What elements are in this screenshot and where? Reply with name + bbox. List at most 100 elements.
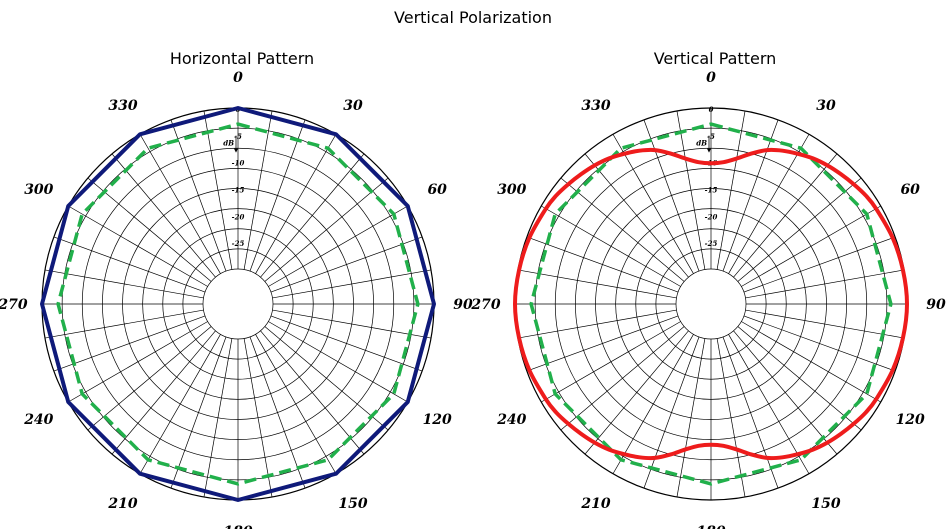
grid-ring — [675, 268, 747, 340]
grid-spoke — [560, 177, 685, 282]
radial-tick-label: -20 — [232, 212, 245, 221]
grid-spoke — [260, 153, 365, 278]
horizontal-pattern-title: Horizontal Pattern — [169, 49, 315, 68]
radial-unit-arrowhead — [234, 148, 238, 153]
grid-spoke — [716, 338, 746, 498]
grid-spoke — [526, 315, 679, 372]
angle-axis: 0 30 60 90 120 150 180 210 240 270 300 330 — [470, 70, 946, 529]
angle-tick-label: 30 — [343, 98, 363, 114]
pattern-series-line — [513, 147, 909, 461]
grid-ring — [202, 268, 274, 340]
grid-spoke — [53, 315, 206, 372]
angle-tick-label: 270 — [0, 297, 28, 313]
grid-spoke — [249, 336, 306, 489]
grid-spoke — [264, 177, 389, 282]
radial-unit-arrowhead — [707, 148, 711, 153]
grid-spoke — [203, 338, 233, 498]
radial-tick-label: -10 — [232, 159, 245, 168]
angle-tick-label: 150 — [811, 496, 840, 512]
angle-tick-label: 300 — [497, 182, 526, 198]
angle-tick-label: 0 — [233, 70, 243, 86]
angle-tick-label: 210 — [580, 496, 610, 512]
grid-spoke — [249, 119, 306, 272]
grid-spoke — [676, 110, 706, 270]
grid-spoke — [243, 110, 273, 270]
angle-tick-label: 300 — [24, 182, 53, 198]
radial-tick-label: -15 — [705, 186, 718, 195]
grid-spoke — [728, 334, 810, 474]
grid-spoke — [560, 326, 685, 431]
grid-spoke — [716, 110, 746, 270]
pattern-series-line — [40, 106, 436, 502]
angle-axis: 0 30 60 90 120 150 180 210 240 270 300 330 — [0, 70, 473, 529]
grid-spoke — [270, 236, 423, 293]
grid-spoke — [243, 338, 273, 498]
radial-tick-label: -20 — [705, 212, 718, 221]
grid-spoke — [87, 177, 212, 282]
grid-spoke — [255, 334, 337, 474]
grid-spoke — [722, 336, 779, 489]
reference-series-line — [529, 122, 893, 486]
grid-spoke — [643, 119, 700, 272]
grid-spoke — [741, 205, 881, 287]
grid-spoke — [517, 269, 677, 299]
radial-tick-label: -25 — [232, 239, 245, 248]
grid-spoke — [728, 134, 810, 274]
grid-spoke — [733, 153, 838, 278]
radial-tick-label: -15 — [232, 186, 245, 195]
grid-spoke — [737, 177, 862, 282]
angle-tick-label: 60 — [900, 182, 920, 198]
grid-spoke — [255, 134, 337, 274]
angle-tick-label: 120 — [896, 412, 925, 428]
angle-tick-label: 60 — [427, 182, 447, 198]
grid-spoke — [264, 326, 389, 431]
radial-tick-label: -25 — [705, 239, 718, 248]
radial-unit-label: dB — [696, 139, 707, 148]
grid-spoke — [733, 330, 838, 455]
angle-tick-label: 270 — [470, 297, 500, 313]
polar-grid — [514, 107, 908, 501]
grid-spoke — [68, 321, 208, 403]
grid-spoke — [87, 326, 212, 431]
reference-series-line — [56, 122, 420, 486]
grid-spoke — [44, 269, 204, 299]
grid-spoke — [68, 205, 208, 287]
grid-spoke — [743, 236, 896, 293]
grid-spoke — [44, 309, 204, 339]
grid-spoke — [612, 134, 694, 274]
grid-spoke — [170, 119, 227, 272]
grid-spoke — [272, 309, 432, 339]
grid-spoke — [584, 153, 689, 278]
radial-tick-label: 0 — [709, 105, 714, 114]
angle-tick-label: 30 — [816, 98, 836, 114]
angle-tick-label: 180 — [223, 524, 252, 529]
grid-spoke — [745, 269, 905, 299]
grid-spoke — [517, 309, 677, 339]
page-title: Vertical Polarization — [394, 8, 552, 27]
angle-tick-label: 120 — [423, 412, 452, 428]
angle-tick-label: 240 — [496, 412, 526, 428]
grid-spoke — [737, 326, 862, 431]
grid-spoke — [170, 336, 227, 489]
grid-spoke — [260, 330, 365, 455]
grid-spoke — [268, 321, 408, 403]
angle-tick-label: 0 — [706, 70, 716, 86]
horizontal-pattern-chart: 0 -5 -10 -15 -20 -25 dB0 30 60 90 120 150 180 210 240 2… — [0, 70, 473, 529]
grid-spoke — [541, 205, 681, 287]
grid-spoke — [676, 338, 706, 498]
grid-spoke — [268, 205, 408, 287]
radial-tick-label: -5 — [234, 132, 242, 141]
angle-tick-label: 210 — [107, 496, 137, 512]
angle-tick-label: 90 — [926, 297, 946, 313]
vertical-pattern-chart: 0-5-10-15-20-25dB03060901201501802102402… — [470, 70, 946, 529]
grid-spoke — [203, 110, 233, 270]
angle-tick-label: 180 — [696, 524, 725, 529]
grid-spoke — [53, 236, 206, 293]
grid-spoke — [743, 315, 896, 372]
grid-spoke — [526, 236, 679, 293]
grid-spoke — [111, 330, 216, 455]
grid-spoke — [272, 269, 432, 299]
angle-tick-label: 330 — [581, 98, 610, 114]
grid-spoke — [745, 309, 905, 339]
radial-unit-label: dB — [223, 139, 234, 148]
